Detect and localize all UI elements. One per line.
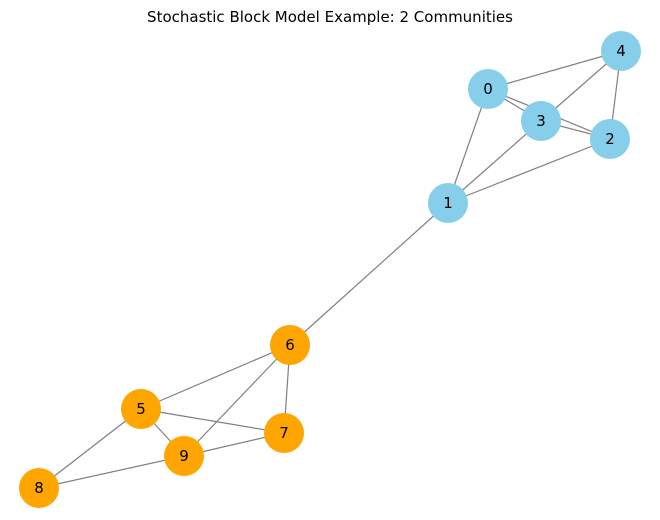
node-1: 1 bbox=[428, 183, 468, 223]
edge-1-2 bbox=[447, 138, 611, 204]
nodes-layer: 0 1 2 3 4 5 6 7 8 9 bbox=[19, 31, 641, 508]
node-label-1: 1 bbox=[443, 194, 453, 212]
node-label-2: 2 bbox=[605, 130, 615, 148]
figure-title: Stochastic Block Model Example: 2 Commun… bbox=[147, 8, 513, 26]
edge-0-4 bbox=[487, 50, 622, 90]
edge-5-6 bbox=[140, 344, 291, 410]
node-9: 9 bbox=[164, 436, 204, 476]
node-label-8: 8 bbox=[34, 479, 44, 497]
node-8: 8 bbox=[19, 468, 59, 508]
edge-8-9 bbox=[38, 455, 185, 489]
edge-5-7 bbox=[140, 408, 285, 434]
node-label-9: 9 bbox=[179, 447, 189, 465]
edge-6-9 bbox=[183, 344, 291, 457]
edges-layer bbox=[38, 50, 622, 489]
edge-0-1 bbox=[447, 88, 489, 204]
node-3: 3 bbox=[521, 101, 561, 141]
node-4: 4 bbox=[601, 31, 641, 71]
node-label-4: 4 bbox=[616, 42, 626, 60]
node-circle-9 bbox=[164, 436, 204, 476]
node-circle-7 bbox=[264, 413, 304, 453]
node-circle-4 bbox=[601, 31, 641, 71]
node-circle-5 bbox=[121, 389, 161, 429]
node-2: 2 bbox=[590, 119, 630, 159]
node-label-3: 3 bbox=[536, 112, 546, 130]
edge-5-8 bbox=[38, 408, 142, 489]
node-label-7: 7 bbox=[279, 424, 289, 442]
node-circle-2 bbox=[590, 119, 630, 159]
node-7: 7 bbox=[264, 413, 304, 453]
node-circle-1 bbox=[428, 183, 468, 223]
node-label-5: 5 bbox=[136, 400, 146, 418]
node-5: 5 bbox=[121, 389, 161, 429]
edge-1-6 bbox=[289, 202, 449, 346]
node-circle-8 bbox=[19, 468, 59, 508]
node-label-6: 6 bbox=[285, 336, 295, 354]
node-circle-0 bbox=[468, 69, 508, 109]
node-0: 0 bbox=[468, 69, 508, 109]
node-circle-3 bbox=[521, 101, 561, 141]
edge-1-3 bbox=[447, 120, 542, 204]
node-circle-6 bbox=[270, 325, 310, 365]
node-6: 6 bbox=[270, 325, 310, 365]
node-label-0: 0 bbox=[483, 80, 493, 98]
